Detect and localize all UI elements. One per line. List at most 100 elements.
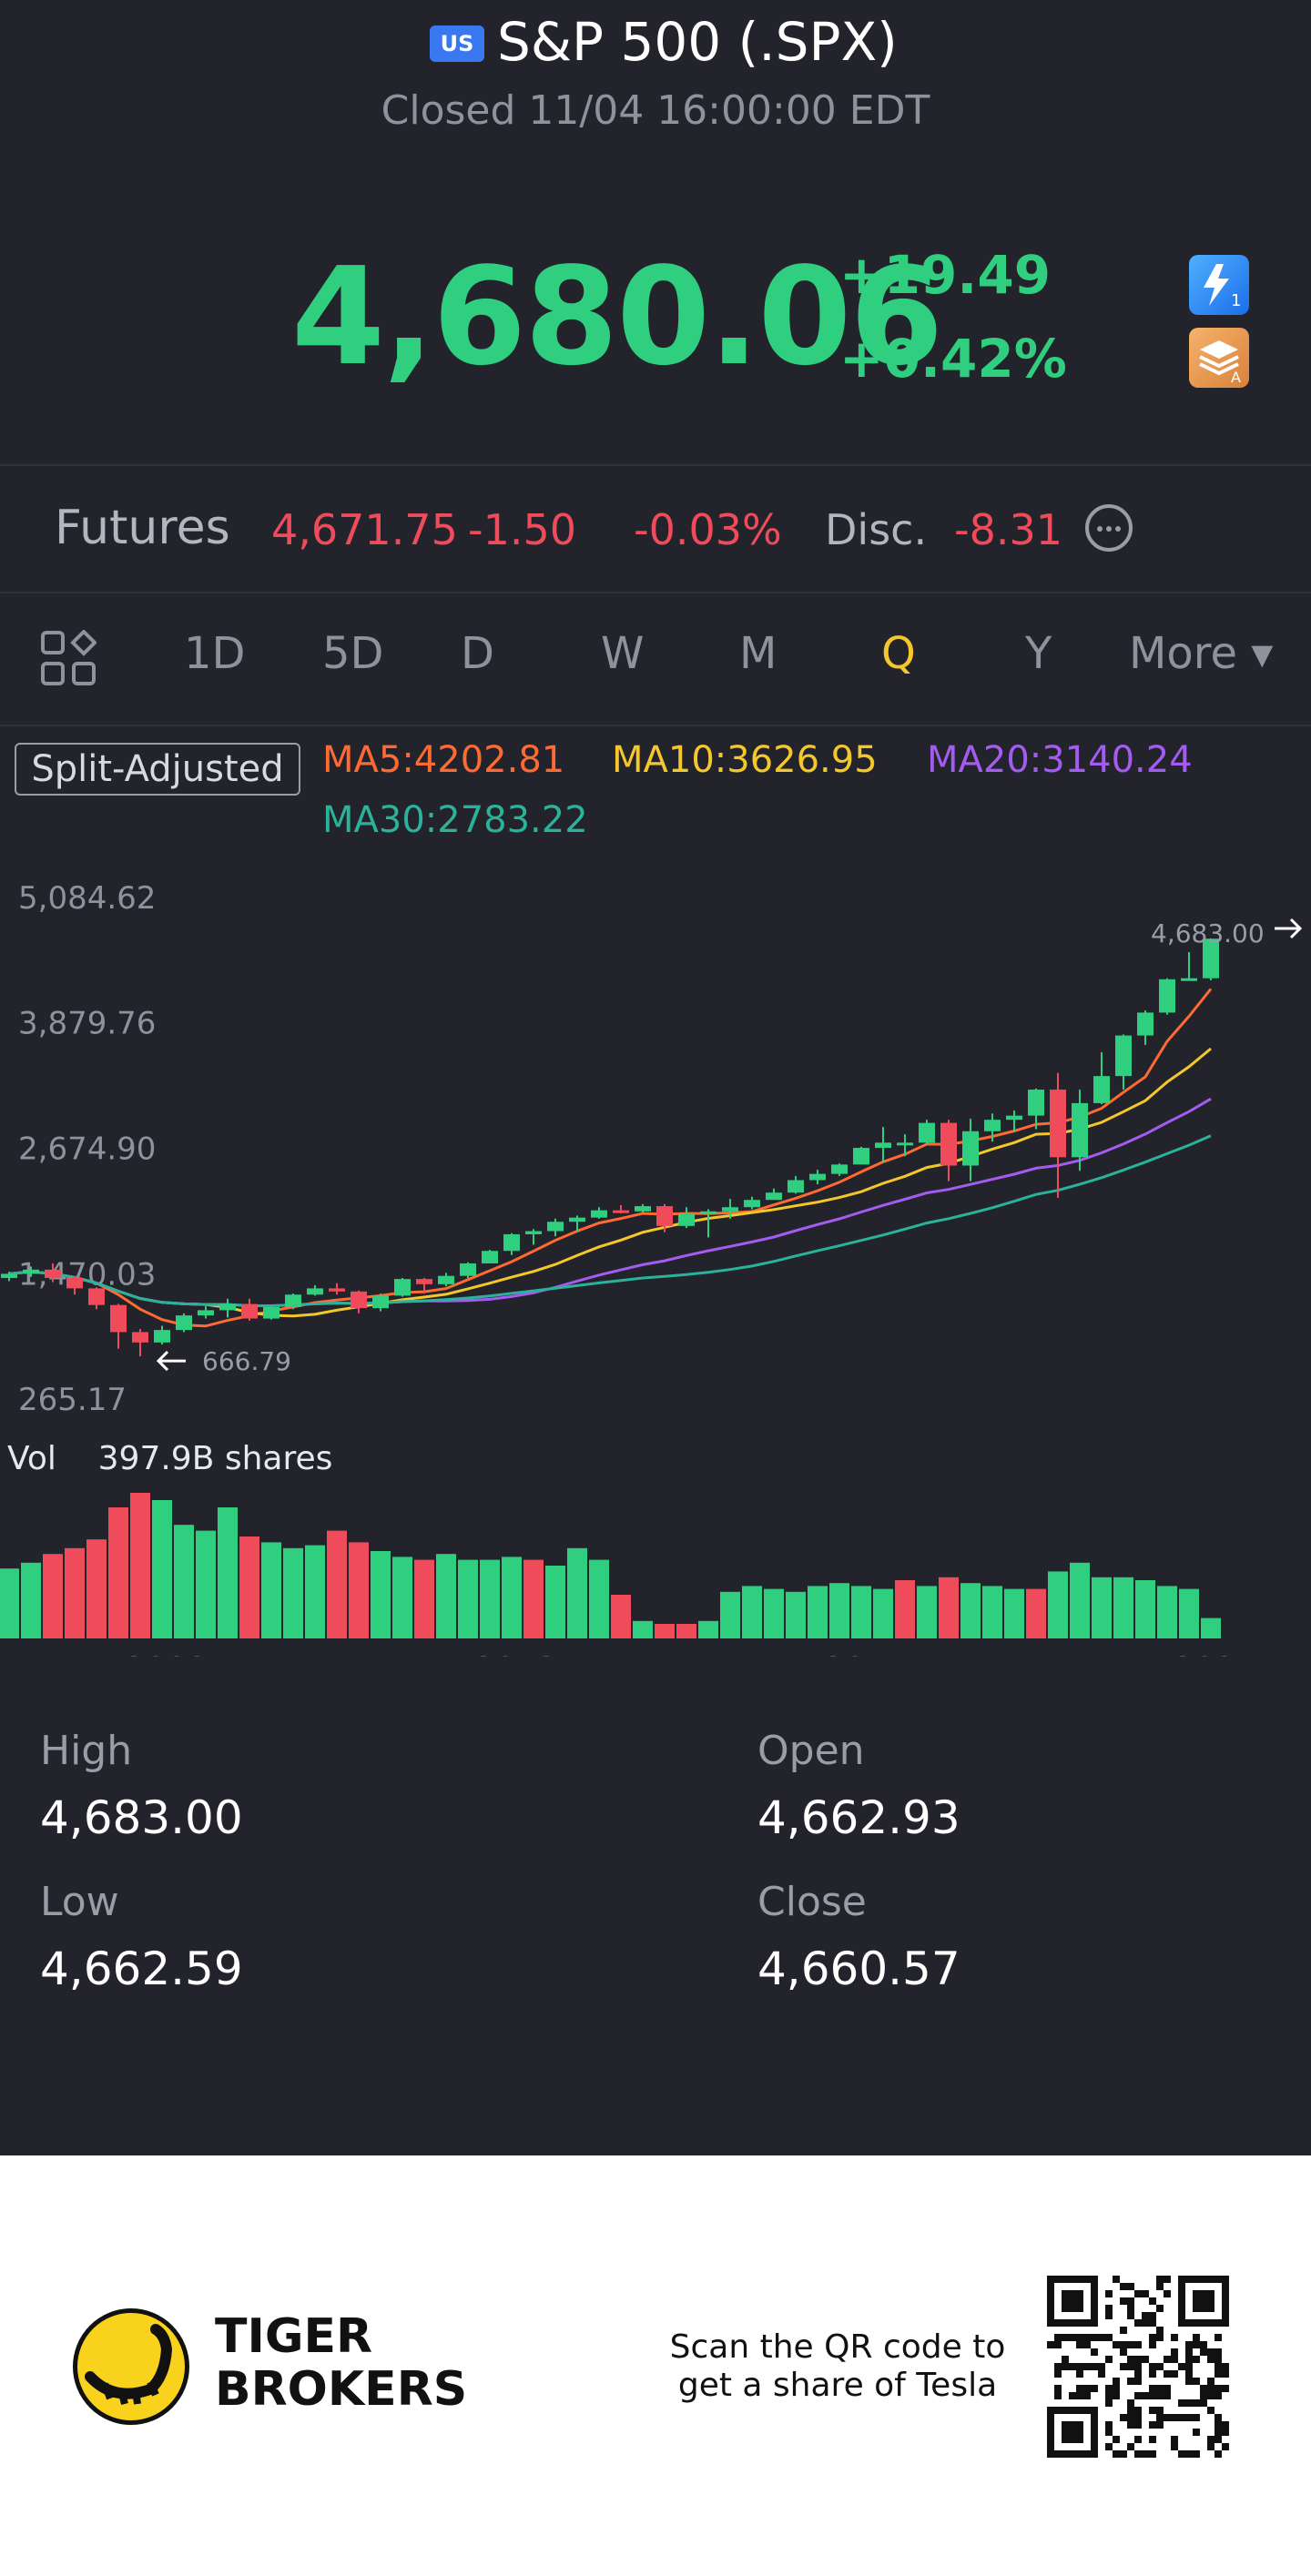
volume-bar bbox=[742, 1586, 762, 1638]
volume-bar bbox=[808, 1586, 828, 1638]
candle-body bbox=[263, 1306, 279, 1319]
open-value: 4,662.93 bbox=[757, 1791, 960, 1844]
scan-line-2: get a share of Tesla bbox=[677, 2367, 998, 2404]
ma5-label: MA5:4202.81 bbox=[322, 739, 565, 781]
lightning-icon[interactable]: 1 bbox=[1189, 255, 1249, 315]
candle-body bbox=[198, 1310, 214, 1316]
volume-bar bbox=[414, 1559, 434, 1638]
candle-body bbox=[438, 1275, 454, 1284]
ma30-label: MA30:2783.22 bbox=[322, 799, 588, 841]
candle-body bbox=[1093, 1076, 1110, 1103]
candle-body bbox=[656, 1206, 673, 1226]
discount-value: -8.31 bbox=[954, 505, 1063, 554]
svg-text:A: A bbox=[1231, 369, 1241, 386]
volume-bar bbox=[436, 1554, 456, 1638]
volume-bar bbox=[523, 1559, 544, 1638]
volume-bar bbox=[65, 1547, 85, 1638]
split-adjusted-button[interactable]: Split-Adjusted bbox=[15, 743, 300, 796]
volume-bar bbox=[960, 1583, 981, 1638]
volume-value: 397.9B shares bbox=[97, 1440, 333, 1477]
volume-bar bbox=[108, 1507, 128, 1638]
tiger-logo-icon bbox=[73, 2308, 189, 2425]
candle-body bbox=[1, 1273, 17, 1278]
brand-line-1: TIGER bbox=[215, 2309, 373, 2364]
candle-body bbox=[66, 1277, 83, 1289]
volume-bar bbox=[349, 1542, 369, 1638]
scan-line-1: Scan the QR code to bbox=[669, 2328, 1006, 2366]
volume-bar bbox=[1179, 1588, 1199, 1638]
volume-bar bbox=[829, 1583, 849, 1638]
candle-body bbox=[613, 1210, 629, 1213]
volume-bar bbox=[218, 1507, 238, 1638]
svg-text:1: 1 bbox=[1231, 291, 1241, 310]
candle-body bbox=[176, 1315, 192, 1331]
tab-q[interactable]: Q bbox=[881, 628, 916, 679]
candle-body bbox=[940, 1122, 957, 1166]
qr-code[interactable] bbox=[1047, 2276, 1229, 2458]
tab-more[interactable]: More ▾ bbox=[1129, 628, 1274, 679]
volume-bar bbox=[1092, 1577, 1112, 1638]
tab-d[interactable]: D bbox=[461, 628, 494, 679]
volume-bar bbox=[86, 1539, 107, 1638]
price-change-percent: +0.42% bbox=[839, 328, 1067, 390]
volume-bar bbox=[1201, 1618, 1221, 1638]
share-footer: TIGER BROKERS Scan the QR code to get a … bbox=[0, 2155, 1311, 2576]
volume-bar bbox=[152, 1500, 172, 1638]
futures-change: -1.50 bbox=[468, 505, 577, 554]
tab-y[interactable]: Y bbox=[1025, 628, 1052, 679]
volume-bar bbox=[764, 1588, 784, 1638]
volume-bar bbox=[196, 1530, 216, 1638]
volume-bar bbox=[720, 1591, 740, 1638]
candle-body bbox=[241, 1303, 258, 1319]
tab-5d[interactable]: 5D bbox=[322, 628, 384, 679]
y-tick-label: 3,879.76 bbox=[18, 1006, 156, 1042]
candle-body bbox=[1181, 978, 1197, 981]
low-label: Low bbox=[40, 1879, 119, 1925]
more-options-icon[interactable] bbox=[1085, 504, 1133, 552]
ma10-line bbox=[8, 1047, 1212, 1318]
tab-m[interactable]: M bbox=[739, 628, 777, 679]
volume-bar bbox=[1157, 1586, 1177, 1638]
tab-w[interactable]: W bbox=[601, 628, 645, 679]
candlestick-chart[interactable]: 5,084.62 3,879.76 2,674.90 1,470.03 265.17 4,… bbox=[0, 728, 1311, 1657]
layers-icon[interactable]: A bbox=[1189, 328, 1249, 388]
candle-body bbox=[875, 1142, 891, 1149]
high-marker-label: 4,683.00 bbox=[1151, 918, 1265, 948]
volume-bar bbox=[786, 1591, 806, 1638]
x-tick-label: 2013/1 bbox=[474, 1651, 590, 1657]
y-tick-label: 5,084.62 bbox=[18, 880, 156, 917]
volume-label: Vol 397.9B shares bbox=[7, 1440, 332, 1477]
candle-body bbox=[897, 1142, 913, 1146]
candle-body bbox=[984, 1120, 1001, 1131]
volume-bar bbox=[851, 1586, 871, 1638]
volume-bar bbox=[611, 1595, 631, 1638]
volume-bar bbox=[1135, 1580, 1155, 1638]
volume-bar bbox=[0, 1568, 19, 1638]
grid-icon[interactable] bbox=[40, 629, 97, 686]
candle-body bbox=[1028, 1090, 1044, 1116]
volume-bar bbox=[480, 1559, 500, 1638]
open-label: Open bbox=[757, 1728, 865, 1774]
volume-bar bbox=[873, 1588, 893, 1638]
price-change: +19.49 bbox=[839, 244, 1052, 306]
volume-bar bbox=[1070, 1562, 1090, 1638]
high-marker-arrow bbox=[1275, 918, 1303, 939]
candle-body bbox=[329, 1288, 345, 1292]
candle-body bbox=[831, 1164, 848, 1174]
candle-body bbox=[372, 1295, 389, 1309]
y-tick-label: 1,470.03 bbox=[18, 1256, 156, 1293]
candle-body bbox=[700, 1211, 716, 1214]
candle-body bbox=[503, 1233, 520, 1252]
volume-bar bbox=[545, 1566, 565, 1638]
candle-body bbox=[416, 1279, 432, 1284]
candle-body bbox=[788, 1180, 804, 1193]
volume-bar bbox=[655, 1624, 675, 1638]
tab-1d[interactable]: 1D bbox=[184, 628, 246, 679]
volume-bar bbox=[327, 1530, 347, 1638]
volume-bar bbox=[982, 1586, 1002, 1638]
candle-body bbox=[809, 1173, 826, 1181]
candle-body bbox=[394, 1279, 411, 1296]
volume-bar bbox=[1004, 1588, 1024, 1638]
volume-bar bbox=[458, 1559, 478, 1638]
close-value: 4,660.57 bbox=[757, 1942, 960, 1995]
